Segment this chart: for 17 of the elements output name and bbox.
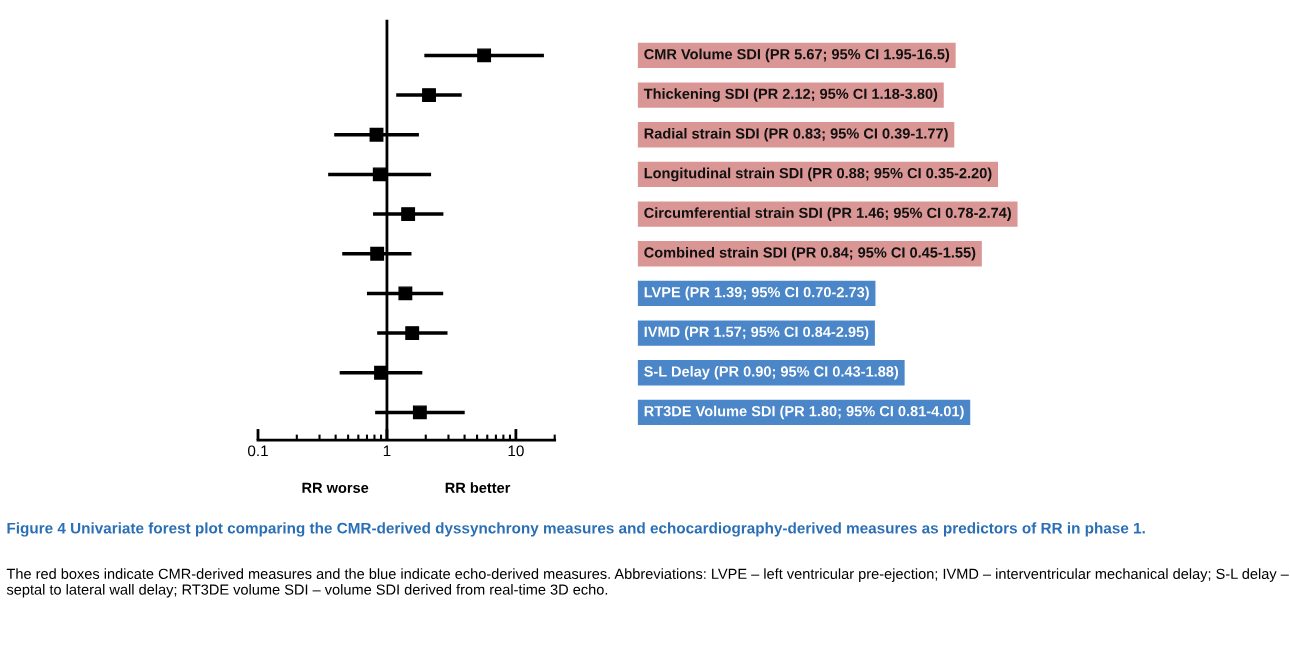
text: RR worse <box>302 482 369 493</box>
y-tick-label: Circumferential strain SDI (PR 1.46; 95% CI 0.78-2.74) <box>644 207 1011 221</box>
y-tick-label: Thickening SDI (PR 2.12; 95% CI 1.18-3.80) <box>643 88 938 102</box>
y-tick-label: S-L Delay (PR 0.90; 95% CI 0.43-1.88) <box>644 365 899 380</box>
y-tick-label: CMR Volume SDI (PR 5.67; 95% CI 1.95-16.5) <box>644 48 950 63</box>
y-tick-label: Combined strain SDI (PR 0.84; 95% CI 0.45-1.55) <box>644 246 976 261</box>
text: RR better <box>445 482 511 493</box>
x-tick-label: 10 <box>508 445 524 457</box>
y-tick-label: RT3DE Volume SDI (PR 1.80; 95% CI 0.81-4.01) <box>644 405 964 420</box>
text: Figure 4 Univariate forest plot comparing the CMR-derived dyssynchrony measures and echocardiography-derived measures as predictors of RR in phase 1. <box>7 522 1145 537</box>
text: The red boxes indicate CMR-derived measures and the blue indicate echo-derived measures. Abbreviations: LVPE – left ventricular pre-ejection; IVMD – interventricular mechanical delay; S-L delay – septal to lateral wall delay; RT3DE volume SDI – volume SDI derived from real-time 3D echo. <box>6 568 1289 598</box>
y-tick-label: LVPE (PR 1.39; 95% CI 0.70-2.73) <box>644 286 869 301</box>
y-tick-label: Radial strain SDI (PR 0.83; 95% CI 0.39-1.77) <box>644 127 948 142</box>
y-tick-label: Longitudinal strain SDI (PR 0.88; 95% CI 0.35-2.20) <box>644 167 992 182</box>
y-tick-label: IVMD (PR 1.57; 95% CI 0.84-2.95) <box>644 326 869 340</box>
x-tick-label: 0.1 <box>247 445 268 457</box>
x-tick-label: 1 <box>383 445 391 457</box>
